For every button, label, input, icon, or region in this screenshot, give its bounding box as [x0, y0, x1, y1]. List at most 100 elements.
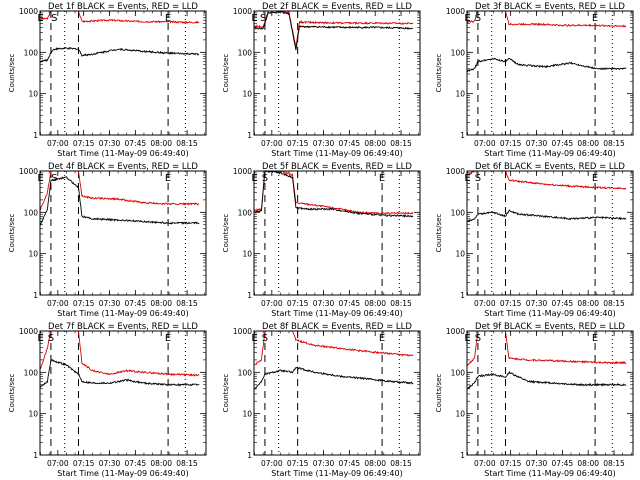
y-tick-label: 10 — [242, 410, 252, 419]
x-axis-label: Start Time (11-May-09 06:49:40) — [484, 469, 615, 478]
chart-panel-9: Det 9f BLACK = Events, RED = LLD 1 10 100 10… — [435, 322, 634, 478]
chart-title: Det 1f BLACK = Events, RED = LLD — [48, 2, 198, 12]
flag-label: E — [592, 13, 598, 24]
flag-label: S — [475, 13, 481, 24]
x-tick-label: 08:00 — [577, 459, 599, 468]
flag-label: E — [464, 333, 470, 344]
flag-label: E — [37, 333, 43, 344]
x-tick-label: 08:15 — [603, 459, 625, 468]
y-tick-label: 10 — [28, 410, 38, 419]
y-tick-label: 10 — [28, 90, 38, 99]
x-axis-label: Start Time (11-May-09 06:49:40) — [271, 149, 402, 158]
y-tick-label: 100 — [24, 208, 39, 217]
chart-title: Det 6f BLACK = Events, RED = LLD — [475, 162, 625, 172]
y-tick-label: 1000 — [19, 167, 38, 176]
y-tick-label: 10 — [455, 410, 465, 419]
events-series-line — [40, 176, 200, 226]
y-tick-label: 10 — [242, 250, 252, 259]
y-tick-label: 100 — [24, 368, 39, 377]
events-series-line — [254, 10, 414, 51]
y-tick-label: 10 — [455, 90, 465, 99]
y-tick-label: 10 — [28, 250, 38, 259]
y-tick-label: 1 — [33, 291, 38, 300]
flag-label: E — [464, 13, 470, 24]
flag-label: E — [165, 333, 171, 344]
lld-series-line — [40, 10, 200, 24]
lld-series-line — [467, 10, 627, 28]
x-axis-label: Start Time (11-May-09 06:49:40) — [57, 149, 188, 158]
x-tick-label: 08:15 — [603, 299, 625, 308]
x-tick-label: 08:00 — [150, 459, 172, 468]
y-tick-label: 10 — [242, 90, 252, 99]
x-axis-label: Start Time (11-May-09 06:49:40) — [484, 309, 615, 318]
y-tick-label: 1000 — [233, 7, 252, 16]
x-tick-label: 07:45 — [339, 139, 361, 148]
flag-label: S — [262, 333, 268, 344]
y-axis-label: Counts/sec — [222, 374, 230, 413]
y-tick-label: 1 — [247, 131, 252, 140]
flag-label: S — [48, 333, 54, 344]
plot-frame — [253, 170, 421, 296]
x-tick-label: 07:15 — [500, 459, 522, 468]
lld-series-line — [467, 330, 627, 366]
y-tick-label: 1000 — [233, 327, 252, 336]
x-tick-label: 07:30 — [313, 139, 335, 148]
y-tick-label: 100 — [451, 48, 466, 57]
x-tick-label: 08:15 — [176, 459, 198, 468]
plot-frame — [466, 330, 634, 456]
y-axis-label: Counts/sec — [8, 54, 16, 93]
x-tick-label: 07:00 — [47, 139, 69, 148]
x-tick-label: 08:00 — [364, 459, 386, 468]
y-tick-label: 1000 — [19, 327, 38, 336]
chart-panel-6: Det 6f BLACK = Events, RED = LLD 1 10 100 10… — [435, 162, 634, 318]
plot-frame — [39, 330, 207, 456]
x-tick-label: 07:15 — [287, 459, 309, 468]
x-tick-label: 07:45 — [125, 299, 147, 308]
x-axis-label: Start Time (11-May-09 06:49:40) — [57, 309, 188, 318]
x-tick-label: 07:45 — [339, 459, 361, 468]
events-series-line — [467, 209, 627, 223]
x-tick-label: 07:15 — [73, 299, 95, 308]
x-tick-label: 07:45 — [339, 299, 361, 308]
x-tick-label: 08:00 — [364, 299, 386, 308]
events-series-line — [40, 46, 200, 63]
chart-title: Det 5f BLACK = Events, RED = LLD — [262, 162, 412, 172]
y-tick-label: 10 — [455, 250, 465, 259]
events-series-line — [254, 366, 414, 390]
x-tick-label: 07:30 — [99, 299, 121, 308]
y-tick-label: 1 — [247, 451, 252, 460]
chart-panel-5: Det 5f BLACK = Events, RED = LLD 1 10 100 10… — [222, 162, 421, 318]
x-tick-label: 07:00 — [261, 459, 283, 468]
flag-label: E — [592, 173, 598, 184]
y-tick-label: 1 — [33, 451, 38, 460]
lld-series-line — [40, 330, 200, 377]
chart-title: Det 4f BLACK = Events, RED = LLD — [48, 162, 198, 172]
y-axis-label: Counts/sec — [8, 214, 16, 253]
x-tick-label: 08:00 — [364, 139, 386, 148]
chart-title: Det 7f BLACK = Events, RED = LLD — [48, 322, 198, 332]
y-tick-label: 1000 — [446, 7, 465, 16]
chart-panel-1: Det 1f BLACK = Events, RED = LLD 1 10 100 10… — [8, 2, 207, 158]
x-tick-label: 08:15 — [603, 139, 625, 148]
y-tick-label: 100 — [24, 48, 39, 57]
y-tick-label: 1000 — [446, 167, 465, 176]
x-tick-label: 07:00 — [261, 299, 283, 308]
chart-title: Det 2f BLACK = Events, RED = LLD — [262, 2, 412, 12]
x-tick-label: 07:30 — [99, 139, 121, 148]
plot-frame — [39, 170, 207, 296]
y-axis-label: Counts/sec — [435, 214, 443, 253]
chart-title: Det 9f BLACK = Events, RED = LLD — [475, 322, 625, 332]
x-tick-label: 08:00 — [150, 139, 172, 148]
flag-label: E — [379, 173, 385, 184]
flag-label: E — [251, 333, 257, 344]
x-tick-label: 08:00 — [577, 139, 599, 148]
y-axis-label: Counts/sec — [222, 54, 230, 93]
x-tick-label: 07:45 — [125, 139, 147, 148]
lld-series-line — [254, 10, 414, 49]
plot-frame — [253, 10, 421, 136]
x-tick-label: 07:15 — [287, 299, 309, 308]
x-axis-label: Start Time (11-May-09 06:49:40) — [57, 469, 188, 478]
x-tick-label: 07:30 — [99, 459, 121, 468]
x-tick-label: 07:00 — [474, 299, 496, 308]
